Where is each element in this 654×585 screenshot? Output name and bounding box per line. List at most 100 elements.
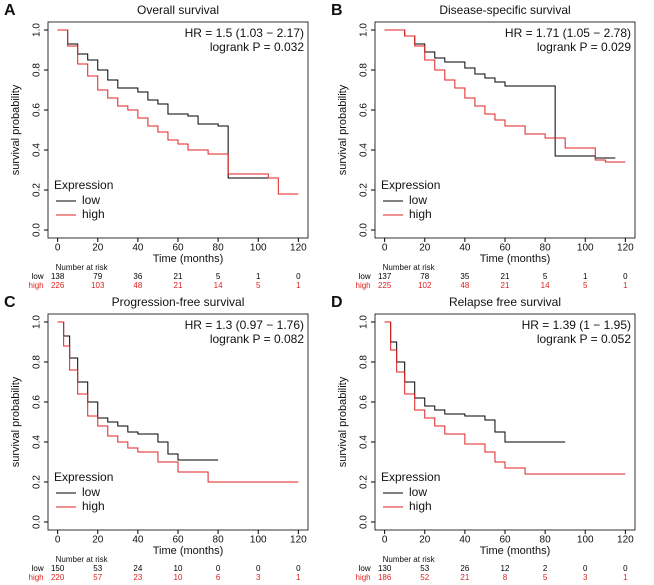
annotation: HR = 1.3 (0.97 − 1.76) [185, 318, 304, 332]
risk-count: 5 [216, 272, 221, 281]
y-axis-label: survival probability [337, 84, 349, 175]
risk-count: 5 [543, 573, 548, 582]
y-tick-label: 0.2 [32, 183, 43, 197]
risk-count: 186 [378, 573, 392, 582]
x-tick-label: 120 [290, 535, 307, 546]
y-tick-label: 0.0 [32, 223, 43, 237]
survival-curve [57, 321, 219, 461]
risk-title: Number at risk [56, 263, 109, 272]
legend-label: high [409, 499, 432, 513]
legend-label: high [82, 499, 105, 513]
x-tick-label: 120 [617, 535, 634, 546]
x-tick-label: 20 [419, 535, 431, 546]
x-tick-label: 80 [213, 535, 225, 546]
risk-count: 130 [378, 564, 392, 573]
risk-count: 35 [460, 272, 469, 281]
risk-count: 21 [501, 272, 510, 281]
risk-count: 12 [501, 564, 510, 573]
x-tick-label: 0 [382, 243, 388, 254]
risk-count: 36 [133, 272, 142, 281]
risk-count: 220 [51, 573, 65, 582]
x-tick-label: 60 [499, 243, 511, 254]
risk-count: 79 [93, 272, 102, 281]
y-tick-label: 0.4 [32, 435, 43, 449]
risk-count: 23 [133, 573, 142, 582]
panel-label: B [331, 2, 343, 19]
risk-count: 2 [543, 564, 548, 573]
x-tick-label: 20 [92, 535, 104, 546]
panel-label: D [331, 294, 343, 311]
survival-curve [57, 321, 299, 483]
risk-count: 226 [51, 281, 65, 290]
y-tick-label: 0.8 [32, 63, 43, 77]
risk-title: Number at risk [383, 263, 436, 272]
x-tick-label: 80 [540, 243, 552, 254]
x-tick-label: 60 [172, 243, 184, 254]
x-tick-label: 80 [540, 535, 552, 546]
risk-title: Number at risk [56, 555, 109, 564]
y-tick-label: 0.2 [32, 475, 43, 489]
y-tick-label: 0.8 [359, 63, 370, 77]
risk-count: 225 [378, 281, 392, 290]
legend-label: low [409, 193, 427, 207]
x-tick-label: 40 [132, 535, 144, 546]
y-tick-label: 0.4 [32, 143, 43, 157]
x-tick-label: 40 [459, 243, 471, 254]
y-tick-label: 1.0 [32, 23, 43, 37]
annotation: logrank P = 0.032 [210, 40, 305, 54]
x-tick-label: 120 [290, 243, 307, 254]
risk-count: 10 [174, 564, 183, 573]
risk-count: 14 [214, 281, 223, 290]
risk-count: 3 [256, 573, 261, 582]
risk-count: 57 [93, 573, 102, 582]
annotation: logrank P = 0.082 [210, 332, 305, 346]
x-tick-label: 40 [132, 243, 144, 254]
legend-label: low [409, 485, 427, 499]
risk-count: 10 [174, 573, 183, 582]
risk-row-label: low [359, 564, 371, 573]
risk-count: 78 [420, 272, 429, 281]
risk-count: 150 [51, 564, 65, 573]
chart-title: Disease-specific survival [439, 3, 570, 17]
y-tick-label: 0.4 [359, 143, 370, 157]
risk-count: 48 [460, 281, 469, 290]
y-axis-label: survival probability [10, 84, 22, 175]
legend-title: Expression [381, 178, 440, 192]
x-axis-label: Time (months) [480, 545, 551, 557]
x-tick-label: 120 [617, 243, 634, 254]
risk-count: 52 [420, 573, 429, 582]
y-tick-label: 0.2 [359, 475, 370, 489]
chart-title: Relapse free survival [449, 295, 561, 309]
panel-label: A [4, 2, 16, 19]
y-tick-label: 0.2 [359, 183, 370, 197]
x-tick-label: 60 [172, 535, 184, 546]
x-tick-label: 100 [577, 535, 594, 546]
risk-count: 21 [460, 573, 469, 582]
x-tick-label: 100 [250, 243, 267, 254]
y-tick-label: 1.0 [32, 315, 43, 329]
risk-count: 137 [378, 272, 392, 281]
risk-count: 8 [503, 573, 508, 582]
survival-curve [384, 29, 616, 159]
x-tick-label: 0 [55, 243, 61, 254]
legend-title: Expression [381, 470, 440, 484]
risk-row-label: low [359, 272, 371, 281]
survival-curve [57, 29, 279, 179]
y-tick-label: 0.0 [359, 515, 370, 529]
risk-count: 1 [296, 281, 301, 290]
risk-count: 3 [583, 573, 588, 582]
legend-label: low [82, 193, 100, 207]
x-axis-label: Time (months) [480, 253, 551, 265]
risk-row-label: high [356, 573, 371, 582]
annotation: HR = 1.39 (1 − 1.95) [522, 318, 631, 332]
legend-label: high [409, 207, 432, 221]
chart-title: Overall survival [137, 3, 219, 17]
x-axis-label: Time (months) [153, 253, 224, 265]
x-tick-label: 100 [577, 243, 594, 254]
legend-title: Expression [54, 178, 113, 192]
risk-count: 48 [133, 281, 142, 290]
y-tick-label: 0.8 [32, 355, 43, 369]
panel-label: C [4, 294, 16, 311]
risk-count: 0 [216, 564, 221, 573]
survival-curve [384, 29, 626, 163]
